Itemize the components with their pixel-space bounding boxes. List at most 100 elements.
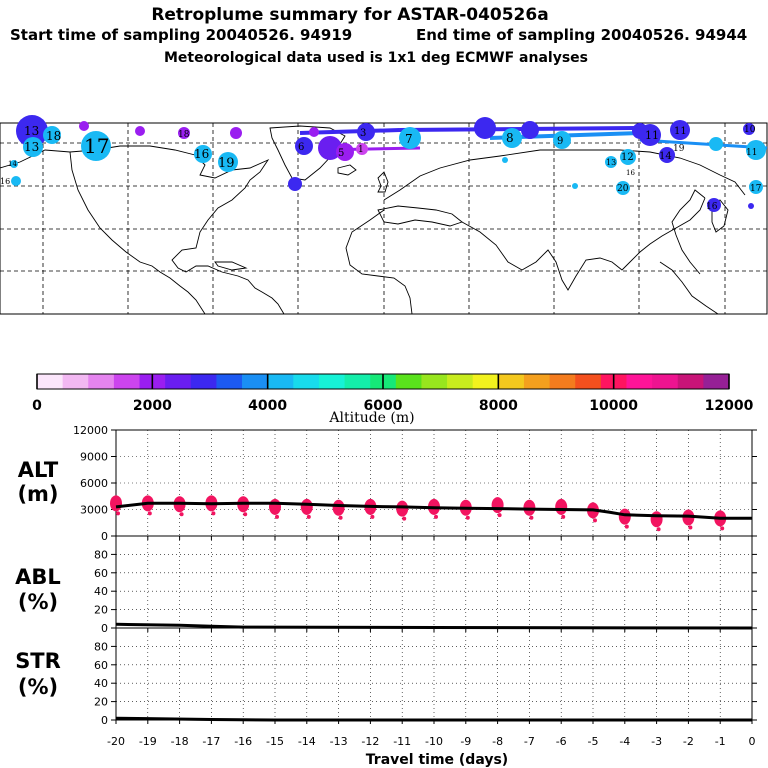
altitude-cluster [714,510,727,531]
southeast-asia [659,261,719,315]
altitude-cluster-dot [116,511,120,516]
colorbar-swatch [165,374,192,389]
cluster-marker [218,152,238,172]
x-tick-label: -14 [298,735,316,748]
eurasia-north [383,149,746,201]
coastlines [0,125,746,315]
y-tick-label: 0 [101,714,108,727]
altitude-cluster-blob [618,508,631,525]
str-line [115,716,752,722]
colorbar-tick-label: 4000 [248,398,287,414]
x-axis-title: Travel time (days) [366,752,508,768]
altitude-cluster [364,498,377,519]
altitude-cluster-blob [110,495,122,512]
colorbar-swatch [88,374,115,389]
time-series-panels: 030006000900012000020406080020406080-20-… [73,424,757,748]
colorbar-swatch [677,374,704,389]
colorbar-title: Altitude (m) [328,410,414,426]
y-tick-label: 12000 [73,424,108,437]
y-tick-label: 80 [94,548,108,561]
colorbar-swatch [575,374,602,389]
altitude-cluster-dot [243,512,248,517]
start-time-label: Start time of sampling 20040526. 94919 [10,26,352,44]
cluster-label: 18 [178,130,190,140]
cluster-marker [318,136,342,160]
alt-unit: (m) [17,482,58,506]
britain [377,171,389,193]
x-tick-label: -15 [266,735,284,748]
colorbar-swatch [62,374,89,389]
west-coast [69,151,206,315]
cluster-label: 9 [557,136,563,147]
cluster-marker [749,180,763,194]
altitude-cluster [237,496,250,517]
cluster-marker [230,127,242,139]
altitude-cluster-dot [306,514,311,519]
y-tick-label: 20 [94,696,108,709]
cluster-labels: 13 18 13 17 16 14 16 18 19 6 3 5 1 7 8 9… [0,124,762,212]
colorbar-swatch [549,374,576,389]
cluster-label: 19 [673,144,685,154]
map-grid-lines [0,123,767,314]
cluster-label: 1 [358,145,364,155]
y-tick-label: 40 [94,677,108,690]
cluster-marker [43,126,61,144]
colorbar-swatch [113,374,140,389]
colorbar-tick-label: 6000 [364,398,403,414]
cluster-marker [670,120,690,140]
altitude-cluster-blob [300,498,313,515]
colorbar-swatch [242,374,269,389]
colorbar-swatch [37,374,64,389]
colorbar-tick-label: 10000 [589,398,638,414]
colorbar-swatch [523,374,550,389]
cluster-marker [502,157,508,163]
panel-labels: ALT (m) ABL (%) STR (%) [15,458,61,699]
altitude-cluster-dot [147,511,152,516]
colorbar-swatch [318,374,345,389]
cluster-marker [746,140,766,160]
cluster-marker [474,117,496,139]
x-tick-label: -10 [425,735,443,748]
cluster-label: 16 [706,202,718,212]
cluster-label: 17 [750,184,762,194]
altitude-cluster [332,499,345,520]
cluster-label: 3 [360,128,366,139]
colorbar-swatch [344,374,371,389]
x-tick-label: -13 [330,735,348,748]
cluster-marker [11,176,21,186]
cluster-marker [502,128,522,148]
altitude-cluster-blob [396,500,409,517]
x-tick-label: -8 [492,735,503,748]
altitude-cluster [396,500,409,521]
altitude-cluster-blob [491,497,504,514]
cluster-label: 11 [746,148,757,158]
figure-title: Retroplume summary for ASTAR-040526a [151,5,548,25]
altitude-cluster-blob [332,499,345,516]
altitude-cluster-dot [656,527,661,532]
altitude-cluster-blob [269,498,281,515]
colorbar-swatch [190,374,217,389]
cluster-marker [707,198,721,212]
altitude-cluster-dot [561,514,566,519]
altitude-cluster-dot [624,524,629,529]
cluster-label: 14 [659,151,672,162]
cluster-label: 13 [606,158,616,167]
cluster-label: 13 [24,140,39,154]
europe-africa-coast [345,209,413,315]
cluster-marker [605,156,617,168]
cluster-label: 11 [674,126,687,137]
map-frame [0,122,768,315]
cluster-label: 6 [298,142,304,153]
altitude-cluster [587,502,599,523]
cluster-marker [79,121,89,131]
cluster-marker [748,203,754,209]
abl-unit: (%) [18,590,58,614]
cluster-marker [553,131,571,149]
altitude-cluster-dot [593,518,597,523]
cluster-marker [399,127,421,149]
cluster-marker [16,115,48,147]
altitude-cluster-dot [275,514,279,519]
alt-panel: 0 3000 6000 9000 12000 [73,424,757,543]
colorbar-tick-label: 0 [32,398,42,414]
